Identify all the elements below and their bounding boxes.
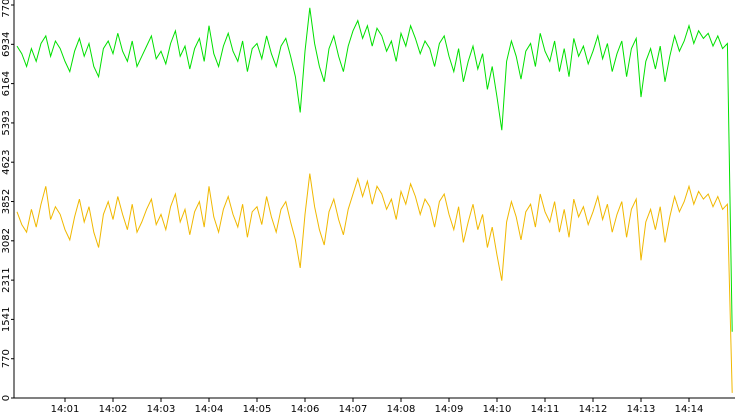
y-tick-label: 4623 — [1, 149, 12, 174]
y-tick-label: 7705 — [1, 0, 12, 18]
y-tick-label: 6164 — [1, 71, 12, 96]
x-tick-label: 14:04 — [195, 404, 224, 415]
y-tick-label: 0 — [1, 395, 12, 401]
y-tick-label: 3852 — [1, 189, 12, 214]
x-tick-label: 14:05 — [243, 404, 272, 415]
y-tick-label: 3082 — [1, 228, 12, 253]
x-tick-label: 14:13 — [627, 404, 656, 415]
x-tick-label: 14:11 — [531, 404, 560, 415]
y-tick-label: 2311 — [1, 267, 12, 292]
x-tick-label: 14:03 — [147, 404, 176, 415]
x-tick-label: 14:09 — [435, 404, 464, 415]
x-tick-label: 14:07 — [339, 404, 368, 415]
x-tick-label: 14:14 — [675, 404, 704, 415]
y-tick-label: 1541 — [1, 307, 12, 332]
y-tick-label: 6934 — [1, 32, 12, 57]
x-tick-label: 14:06 — [291, 404, 320, 415]
series-line — [16, 7, 733, 332]
x-tick-label: 14:01 — [51, 404, 80, 415]
x-tick-label: 14:08 — [387, 404, 416, 415]
y-tick-label: 770 — [1, 349, 12, 368]
y-tick-label: 5393 — [1, 110, 12, 135]
x-tick-label: 14:02 — [99, 404, 128, 415]
series-line — [16, 173, 733, 393]
x-tick-label: 14:10 — [483, 404, 512, 415]
x-tick-label: 14:12 — [579, 404, 608, 415]
